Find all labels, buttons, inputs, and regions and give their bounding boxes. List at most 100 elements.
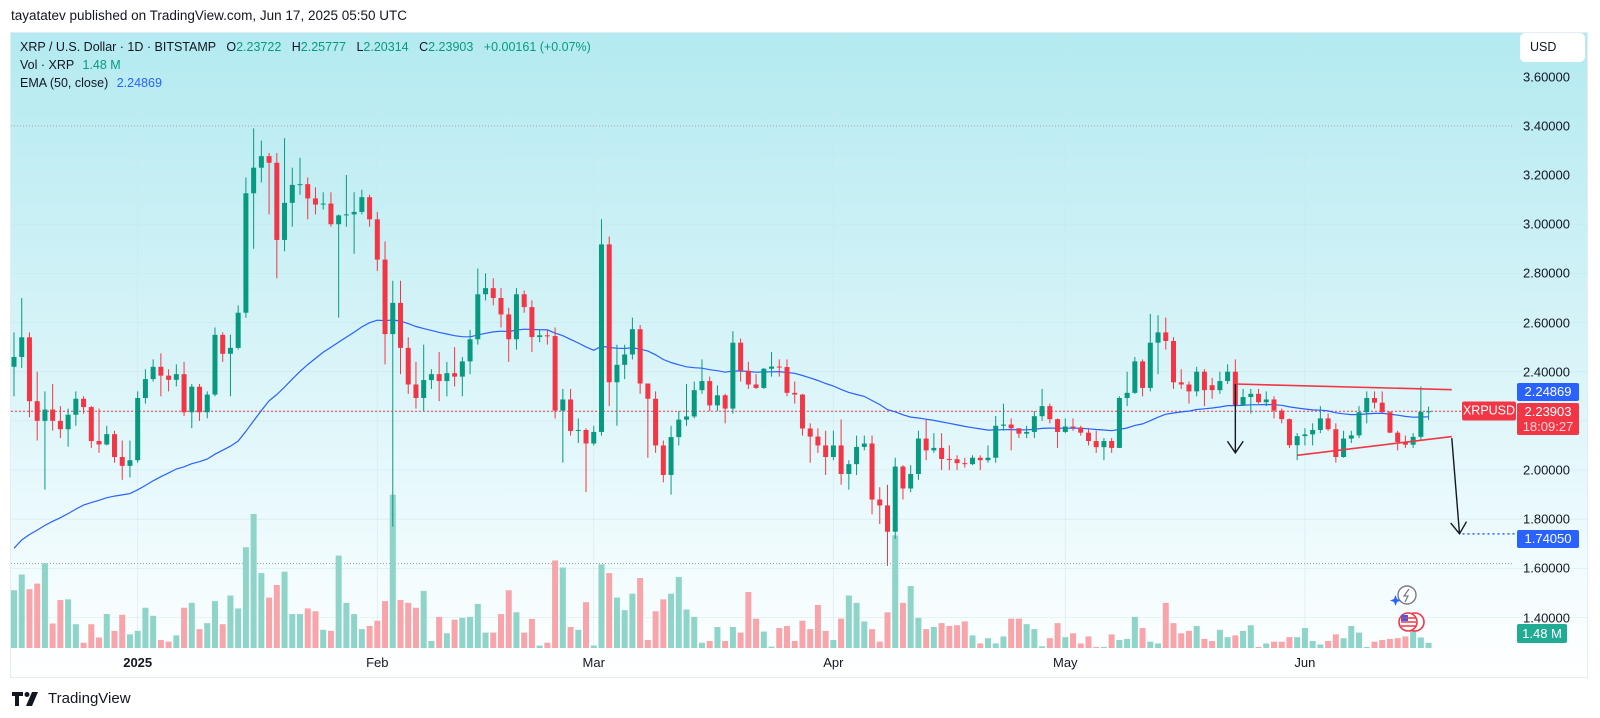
volume-bar <box>142 607 149 648</box>
candle-up <box>1418 411 1424 437</box>
candle-up <box>1217 381 1223 391</box>
volume-bar <box>1363 646 1370 648</box>
volume-bar <box>1410 617 1417 648</box>
chart-pane[interactable] <box>10 32 1588 678</box>
open-value: 2.23722 <box>236 40 282 54</box>
candle-up <box>475 294 481 340</box>
candle-up <box>212 334 218 395</box>
volume-bar <box>1062 637 1069 648</box>
candle-down <box>197 386 203 413</box>
candle-down <box>1171 340 1176 383</box>
volume-bar <box>606 573 613 648</box>
candle-down <box>1178 382 1184 385</box>
volume-bar <box>80 642 87 648</box>
ema-label: EMA (50, close) <box>20 76 109 90</box>
legend-ema-row[interactable]: EMA (50, close) 2.24869 <box>20 74 591 92</box>
symbol-price-tag: XRPUSD <box>1462 401 1516 421</box>
candle-down <box>529 307 535 338</box>
volume-bar <box>289 614 296 648</box>
volume-bar <box>776 628 783 648</box>
candle-up <box>591 431 597 444</box>
candle-up <box>73 398 79 415</box>
candle-down <box>583 429 589 444</box>
volume-bar <box>96 637 103 648</box>
low-value: 2.20314 <box>363 40 409 54</box>
candle-up <box>127 460 133 466</box>
candle-down <box>1008 424 1014 429</box>
candle-up <box>931 447 937 451</box>
time-tick-label: Mar <box>582 655 605 670</box>
candle-down <box>374 219 380 260</box>
candle-down <box>869 443 875 500</box>
volume-bar <box>297 614 304 648</box>
legend-symbol-row[interactable]: XRP / U.S. Dollar · 1D · BITSTAMP O2.237… <box>20 38 591 56</box>
candle-up <box>861 443 867 447</box>
symbol-title[interactable]: XRP / U.S. Dollar · 1D · BITSTAMP <box>20 40 216 54</box>
candle-up <box>714 395 720 406</box>
price-tick-label: 3.00000 <box>1523 216 1570 232</box>
candle-up <box>730 342 736 409</box>
tradingview-logo-icon <box>12 691 38 706</box>
candle-up <box>42 409 48 421</box>
volume-bar <box>366 625 373 648</box>
candle-up <box>336 215 342 225</box>
candle-down <box>962 463 968 465</box>
candle-down <box>274 162 280 240</box>
volume-bar <box>714 627 721 648</box>
candle-up <box>908 473 914 489</box>
volume-bar <box>637 578 644 648</box>
volume-bar <box>992 643 999 648</box>
candle-up <box>761 368 767 388</box>
volume-bar <box>505 590 512 648</box>
candle-up <box>1155 332 1161 343</box>
volume-bar <box>351 614 358 648</box>
volume-bar <box>1178 633 1185 648</box>
volume-bar <box>1015 618 1022 648</box>
candle-down <box>707 381 713 406</box>
volume-bar <box>1162 602 1169 648</box>
candle-down <box>490 288 496 298</box>
candle-down <box>498 297 504 315</box>
currency-button[interactable]: USD <box>1520 33 1585 62</box>
candle-down <box>1271 399 1277 411</box>
legend-volume-row[interactable]: Vol · XRP 1.48 M <box>20 56 591 74</box>
volume-bar <box>1139 628 1146 648</box>
volume-bar <box>621 610 628 648</box>
volume-bar <box>443 633 450 648</box>
candle-up <box>622 354 628 365</box>
volume-bar <box>977 643 984 648</box>
candle-up <box>11 356 17 367</box>
volume-bar <box>1155 643 1162 648</box>
candle-up <box>359 197 365 212</box>
candle-up <box>1031 416 1037 432</box>
candle-down <box>1055 419 1061 432</box>
candle-down <box>776 366 782 368</box>
lightning-icon <box>1397 585 1417 605</box>
volume-bar <box>814 604 821 648</box>
candle-up <box>282 202 288 240</box>
ema-value: 2.24869 <box>116 76 162 90</box>
volume-bar <box>320 629 327 648</box>
volume-bar <box>1216 629 1223 648</box>
volume-bar <box>583 602 590 648</box>
volume-bar <box>969 635 976 648</box>
candle-up <box>1132 361 1138 393</box>
volume-bar <box>451 619 458 648</box>
volume-bar <box>1270 641 1277 648</box>
volume-bar <box>405 602 412 648</box>
volume-bar <box>691 616 698 648</box>
candle-up <box>1263 399 1269 403</box>
candle-down <box>1379 402 1385 413</box>
candle-down <box>88 407 94 442</box>
volume-bar <box>250 513 257 648</box>
tradingview-logo[interactable]: TradingView <box>12 690 131 707</box>
candle-up <box>320 203 326 205</box>
volume-bar <box>389 494 396 648</box>
volume-bar <box>327 630 334 648</box>
candle-down <box>436 374 442 382</box>
volume-bar <box>88 624 95 648</box>
volume-bar <box>876 641 883 648</box>
volume-bar <box>165 641 172 648</box>
arrow-head-icon <box>1226 440 1244 455</box>
